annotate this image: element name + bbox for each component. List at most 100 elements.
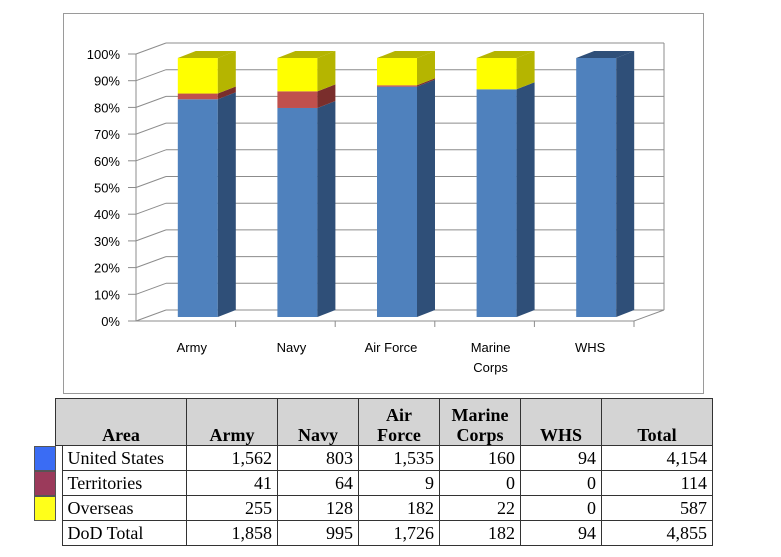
bar-side bbox=[516, 82, 535, 317]
table-cell: 0 bbox=[520, 470, 602, 496]
bar-side bbox=[417, 51, 435, 86]
gridline-depth bbox=[135, 149, 167, 162]
table-header-text: Force bbox=[377, 425, 421, 445]
gridline-depth bbox=[135, 229, 167, 242]
table-cell: 160 bbox=[439, 445, 521, 471]
table-header-text: Navy bbox=[298, 425, 338, 445]
bar-segment bbox=[377, 58, 417, 86]
bar-segment bbox=[377, 86, 417, 317]
table-cell: 41 bbox=[186, 470, 278, 496]
table-header-text: Area bbox=[102, 425, 140, 445]
row-label: DoD Total bbox=[61, 520, 187, 546]
y-tick-label: 0% bbox=[101, 314, 120, 329]
table-header-row: Area Army Navy Air Force Marine Corps WHS Total bbox=[55, 398, 713, 446]
chart-frame: 0% 10% 20% 30% 40% 50% 60% 70% 80% 90% 100% Army Nav… bbox=[63, 13, 704, 394]
table-header-cell: Area bbox=[55, 398, 187, 446]
bar-side bbox=[217, 86, 236, 100]
table-header-cell: Total bbox=[601, 398, 713, 446]
x-tick-label: WHS bbox=[575, 340, 606, 355]
bar-side bbox=[317, 84, 336, 108]
y-tick-label: 100% bbox=[87, 47, 121, 62]
x-tick-label: Marine bbox=[471, 340, 511, 355]
y-tick-label: 40% bbox=[94, 207, 120, 222]
gridline-depth bbox=[135, 282, 167, 295]
x-tick-label: Army bbox=[177, 340, 208, 355]
table-header-cell: Navy bbox=[277, 398, 359, 446]
table-cell: 9 bbox=[358, 470, 440, 496]
bar-side bbox=[516, 51, 535, 90]
table-header-text: Army bbox=[209, 425, 255, 445]
legend-swatch-cell bbox=[33, 445, 63, 471]
gridline-depth bbox=[135, 42, 167, 55]
data-table: Area Army Navy Air Force Marine Corps WHS Total … bbox=[33, 398, 713, 546]
bar-top bbox=[277, 51, 336, 58]
row-label: Territories bbox=[61, 470, 187, 496]
y-tick-label: 20% bbox=[94, 261, 120, 276]
bar-side bbox=[317, 100, 336, 317]
row-label: Overseas bbox=[61, 495, 187, 521]
y-tick-label: 10% bbox=[94, 287, 120, 302]
table-cell: 995 bbox=[277, 520, 359, 546]
table-cell: 94 bbox=[520, 520, 602, 546]
bar-segment bbox=[277, 91, 318, 108]
x-tick-label: Air Force bbox=[365, 340, 418, 355]
x-tick-label: Corps bbox=[473, 360, 508, 375]
table-cell: 94 bbox=[520, 445, 602, 471]
table-cell: 803 bbox=[277, 445, 359, 471]
table-header-text: Marine bbox=[451, 405, 509, 425]
table-header-text: Total bbox=[637, 425, 677, 445]
bar-segment bbox=[576, 58, 617, 317]
table-cell: 64 bbox=[277, 470, 359, 496]
table-header-cell: Air Force bbox=[358, 398, 440, 446]
bar-top bbox=[377, 51, 435, 58]
row-label: United States bbox=[61, 445, 187, 471]
x-tick-label: Navy bbox=[277, 340, 307, 355]
table-cell: 114 bbox=[601, 470, 713, 496]
legend-swatch-cell bbox=[55, 520, 63, 546]
bar-side bbox=[217, 51, 236, 94]
table-header-text: Corps bbox=[456, 425, 504, 445]
bar-segment bbox=[277, 58, 318, 92]
table-row: United States 1,562 803 1,535 160 94 4,154 bbox=[33, 445, 713, 471]
table-cell: 255 bbox=[186, 495, 278, 521]
floor-edge bbox=[633, 309, 665, 322]
gridline-depth bbox=[135, 122, 167, 135]
table-cell: 1,535 bbox=[358, 445, 440, 471]
legend-swatch bbox=[33, 495, 56, 521]
bar-segment bbox=[177, 99, 218, 318]
table-header-cell: WHS bbox=[520, 398, 602, 446]
table-cell: 0 bbox=[520, 495, 602, 521]
table-row: Overseas 255 128 182 22 0 587 bbox=[33, 495, 713, 521]
bar-segment bbox=[277, 107, 318, 317]
bar-side bbox=[417, 79, 435, 317]
bar-segment bbox=[476, 58, 517, 90]
gridline-depth bbox=[135, 256, 167, 269]
gridline-depth bbox=[135, 309, 167, 322]
table-cell: 587 bbox=[601, 495, 713, 521]
gridline-depth bbox=[135, 95, 167, 108]
legend-swatch-cell bbox=[33, 470, 63, 496]
table-cell: 4,154 bbox=[601, 445, 713, 471]
table-row: Territories 41 64 9 0 0 114 bbox=[33, 470, 713, 496]
table-cell: 182 bbox=[439, 520, 521, 546]
gridline-depth bbox=[135, 202, 167, 215]
bar-side bbox=[417, 78, 435, 87]
legend-swatch bbox=[33, 470, 56, 496]
gridline-depth bbox=[135, 176, 167, 188]
y-tick-label: 50% bbox=[94, 181, 120, 196]
y-tick-label: 90% bbox=[94, 74, 120, 89]
y-tick-label: 30% bbox=[94, 234, 120, 249]
bar-top bbox=[177, 51, 236, 58]
y-tick-label: 70% bbox=[94, 127, 120, 142]
legend-swatch-cell bbox=[33, 495, 63, 521]
table-row: DoD Total 1,858 995 1,726 182 94 4,855 bbox=[55, 520, 713, 546]
table-cell: 128 bbox=[277, 495, 359, 521]
table-header-text: WHS bbox=[539, 425, 582, 445]
table-cell: 1,858 bbox=[186, 520, 278, 546]
bar-segment bbox=[177, 58, 218, 94]
table-body: United States 1,562 803 1,535 160 94 4,154 Terr… bbox=[33, 445, 713, 546]
y-tick-label: 60% bbox=[94, 154, 120, 169]
bar-side bbox=[317, 51, 336, 92]
bar-side bbox=[616, 51, 635, 317]
table-cell: 182 bbox=[358, 495, 440, 521]
